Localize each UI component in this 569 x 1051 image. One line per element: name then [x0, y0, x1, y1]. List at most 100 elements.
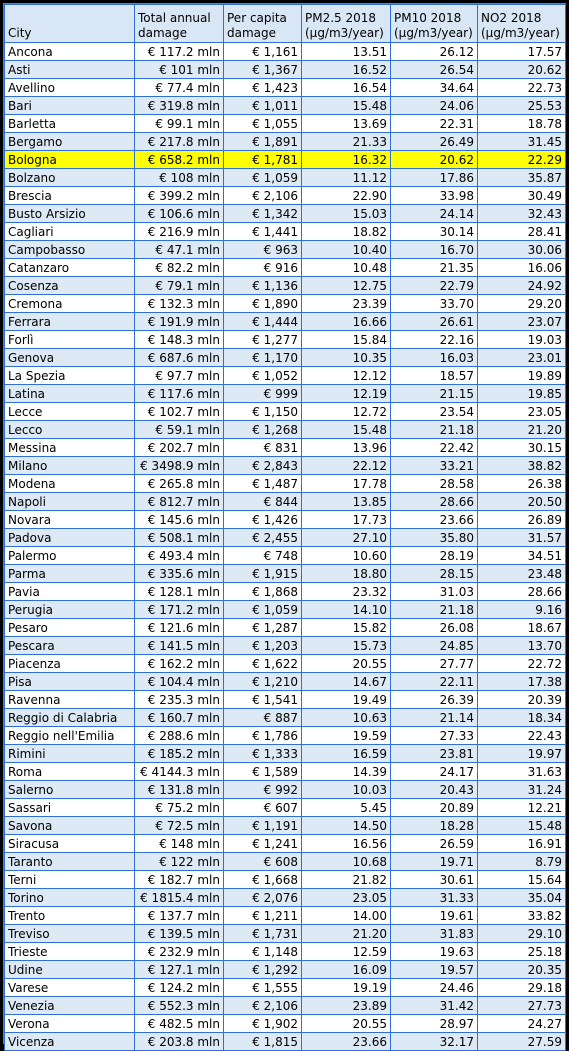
table-row: Barletta € 99.1 mln € 1,055 13.69 22.31 18.78: [4, 114, 566, 133]
table-row: Lecco € 59.1 mln € 1,268 15.48 21.18 21.20: [4, 420, 566, 439]
table-row: Savona € 72.5 mln € 1,191 14.50 18.28 15.48: [4, 816, 566, 835]
cell-city: Sassari: [4, 798, 135, 817]
cell-no2: 29.18: [477, 978, 566, 997]
cell-no2: 22.43: [477, 726, 566, 745]
cell-total-damage: € 108 mln: [134, 168, 224, 187]
cell-no2: 15.64: [477, 870, 566, 889]
cell-per-capita: € 1,059: [223, 600, 302, 619]
cell-city: Savona: [4, 816, 135, 835]
cell-total-damage: € 162.2 mln: [134, 654, 224, 673]
cell-pm25: 13.96: [301, 438, 391, 457]
table-row: Sassari € 75.2 mln € 607 5.45 20.89 12.21: [4, 798, 566, 817]
cell-per-capita: € 1,915: [223, 564, 302, 583]
cell-no2: 29.20: [477, 294, 566, 313]
cell-no2: 19.97: [477, 744, 566, 763]
cell-pm25: 19.19: [301, 978, 391, 997]
cell-no2: 16.91: [477, 834, 566, 853]
cell-pm25: 23.32: [301, 582, 391, 601]
cell-total-damage: € 182.7 mln: [134, 870, 224, 889]
cell-per-capita: € 916: [223, 258, 302, 277]
cell-per-capita: € 1,203: [223, 636, 302, 655]
cell-total-damage: € 102.7 mln: [134, 402, 224, 421]
cell-no2: 17.38: [477, 672, 566, 691]
cell-pm25: 16.59: [301, 744, 391, 763]
cell-pm10: 31.03: [390, 582, 478, 601]
cell-per-capita: € 1,161: [223, 42, 302, 61]
cell-per-capita: € 1,292: [223, 960, 302, 979]
cell-per-capita: € 748: [223, 546, 302, 565]
cell-pm10: 24.46: [390, 978, 478, 997]
cell-per-capita: € 1,191: [223, 816, 302, 835]
cell-total-damage: € 75.2 mln: [134, 798, 224, 817]
cell-no2: 28.66: [477, 582, 566, 601]
cell-no2: 31.45: [477, 132, 566, 151]
cell-total-damage: € 148 mln: [134, 834, 224, 853]
cell-pm10: 31.42: [390, 996, 478, 1015]
cell-per-capita: € 1,055: [223, 114, 302, 133]
cell-total-damage: € 77.4 mln: [134, 78, 224, 97]
table-row: Bergamo € 217.8 mln € 1,891 21.33 26.49 31.45: [4, 132, 566, 151]
cell-per-capita: € 1,541: [223, 690, 302, 709]
cell-city: Ravenna: [4, 690, 135, 709]
cell-pm10: 22.79: [390, 276, 478, 295]
cell-total-damage: € 59.1 mln: [134, 420, 224, 439]
cell-city: Trento: [4, 906, 135, 925]
cell-city: Rimini: [4, 744, 135, 763]
cell-per-capita: € 1,891: [223, 132, 302, 151]
cell-pm10: 33.98: [390, 186, 478, 205]
cell-pm10: 19.57: [390, 960, 478, 979]
cell-pm25: 19.49: [301, 690, 391, 709]
cell-pm25: 20.55: [301, 654, 391, 673]
cell-total-damage: € 202.7 mln: [134, 438, 224, 457]
cell-pm25: 10.03: [301, 780, 391, 799]
cell-pm10: 16.03: [390, 348, 478, 367]
cell-no2: 29.10: [477, 924, 566, 943]
cell-city: Ancona: [4, 42, 135, 61]
table-row: Ravenna € 235.3 mln € 1,541 19.49 26.39 20.39: [4, 690, 566, 709]
cell-total-damage: € 203.8 mln: [134, 1032, 224, 1051]
cell-no2: 21.20: [477, 420, 566, 439]
table-row: Salerno € 131.8 mln € 992 10.03 20.43 31.24: [4, 780, 566, 799]
cell-no2: 20.62: [477, 60, 566, 79]
cell-no2: 23.05: [477, 402, 566, 421]
cell-pm25: 23.39: [301, 294, 391, 313]
cell-city: Avellino: [4, 78, 135, 97]
cell-pm25: 15.82: [301, 618, 391, 637]
cell-pm25: 14.00: [301, 906, 391, 925]
cell-city: Roma: [4, 762, 135, 781]
cell-pm25: 10.48: [301, 258, 391, 277]
cell-pm25: 12.72: [301, 402, 391, 421]
table-row: Treviso € 139.5 mln € 1,731 21.20 31.83 29.10: [4, 924, 566, 943]
cell-pm25: 16.32: [301, 150, 391, 169]
cell-pm10: 24.85: [390, 636, 478, 655]
cell-city: Genova: [4, 348, 135, 367]
cell-per-capita: € 992: [223, 780, 302, 799]
cell-per-capita: € 1,170: [223, 348, 302, 367]
header-per-capita: Per capita damage: [223, 4, 302, 43]
cell-per-capita: € 2,455: [223, 528, 302, 547]
cell-pm25: 15.48: [301, 420, 391, 439]
cell-per-capita: € 831: [223, 438, 302, 457]
cell-pm25: 10.40: [301, 240, 391, 259]
cell-per-capita: € 1,150: [223, 402, 302, 421]
cell-no2: 18.34: [477, 708, 566, 727]
cell-pm25: 12.19: [301, 384, 391, 403]
cell-per-capita: € 1,277: [223, 330, 302, 349]
cell-pm25: 23.89: [301, 996, 391, 1015]
table-row: Genova € 687.6 mln € 1,170 10.35 16.03 23.01: [4, 348, 566, 367]
cell-per-capita: € 1,441: [223, 222, 302, 241]
cell-total-damage: € 288.6 mln: [134, 726, 224, 745]
table-row: Novara € 145.6 mln € 1,426 17.73 23.66 26.89: [4, 510, 566, 529]
cell-pm10: 31.33: [390, 888, 478, 907]
cell-no2: 16.06: [477, 258, 566, 277]
cell-pm10: 24.06: [390, 96, 478, 115]
cell-city: Perugia: [4, 600, 135, 619]
table-row: Varese € 124.2 mln € 1,555 19.19 24.46 29.18: [4, 978, 566, 997]
cell-city: Palermo: [4, 546, 135, 565]
cell-pm25: 16.66: [301, 312, 391, 331]
table-row: Vicenza € 203.8 mln € 1,815 23.66 32.17 27.59: [4, 1032, 566, 1051]
cell-no2: 35.87: [477, 168, 566, 187]
cell-no2: 33.82: [477, 906, 566, 925]
cell-city: Bologna: [4, 150, 135, 169]
cell-pm25: 12.59: [301, 942, 391, 961]
